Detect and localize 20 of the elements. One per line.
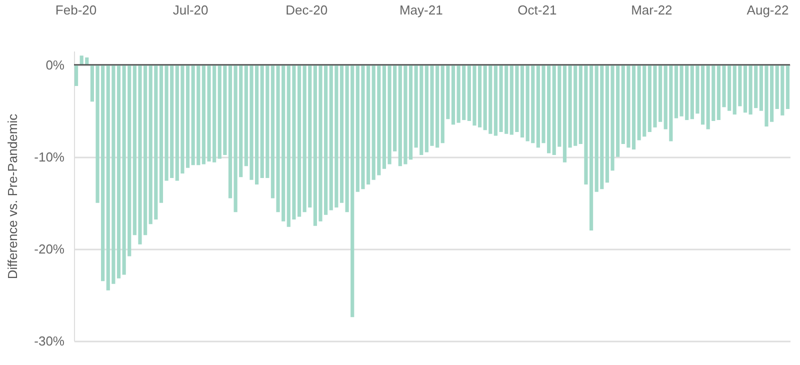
y-tick-label: 0% — [46, 57, 65, 72]
bar — [632, 64, 636, 150]
y-tick-label: -10% — [34, 149, 65, 164]
x-tick-label: Feb-20 — [55, 2, 97, 18]
x-tick-label: Oct-21 — [518, 2, 557, 18]
bar — [74, 64, 78, 86]
bar — [520, 64, 524, 138]
x-tick-label: Aug-22 — [746, 2, 789, 18]
bar — [340, 64, 344, 203]
bar — [743, 64, 748, 113]
x-tick-label: Jul-20 — [172, 2, 208, 18]
bar — [228, 64, 232, 198]
x-tick-label: May-21 — [399, 2, 443, 18]
x-tick-label: Dec-20 — [286, 2, 328, 18]
y-tick-label: -30% — [34, 334, 65, 348]
bar — [116, 64, 121, 278]
x-tick-label: Mar-22 — [631, 2, 672, 18]
y-axis-title: Difference vs. Pre-Pandemic — [5, 113, 20, 280]
y-tick-label: -20% — [34, 241, 65, 256]
bar — [786, 64, 790, 109]
